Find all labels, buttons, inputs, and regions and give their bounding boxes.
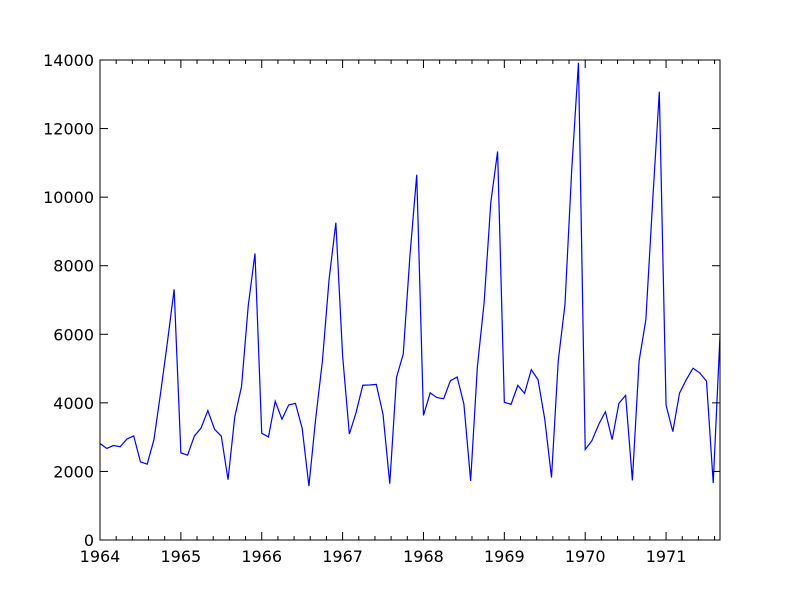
x-tick-label: 1964 [80, 547, 121, 566]
plot-frame [99, 59, 721, 541]
y-tick-label: 10000 [43, 188, 94, 207]
x-tick-label: 1968 [403, 547, 444, 566]
x-tick-label: 1966 [241, 547, 282, 566]
y-tick-label: 8000 [53, 257, 94, 276]
series-line-0 [99, 62, 721, 487]
y-tick-label: 12000 [43, 120, 94, 139]
y-tick-label: 2000 [53, 462, 94, 481]
y-tick-label: 14000 [43, 51, 94, 70]
x-tick-label: 1967 [322, 547, 363, 566]
y-tick-label: 6000 [53, 325, 94, 344]
x-tick-label: 1965 [161, 547, 202, 566]
y-tick-label: 0 [84, 531, 94, 550]
y-tick-label: 4000 [53, 394, 94, 413]
x-tick-label: 1969 [484, 547, 525, 566]
x-axis: 1964 1965 1966 1967 1968 1969 1970 1971 [80, 60, 716, 566]
x-tick-label: 1970 [565, 547, 606, 566]
x-tick-label: 1971 [646, 547, 687, 566]
y-axis: 0 2000 4000 6000 8000 10000 12000 14000 [43, 51, 720, 550]
series-layer [99, 62, 721, 487]
